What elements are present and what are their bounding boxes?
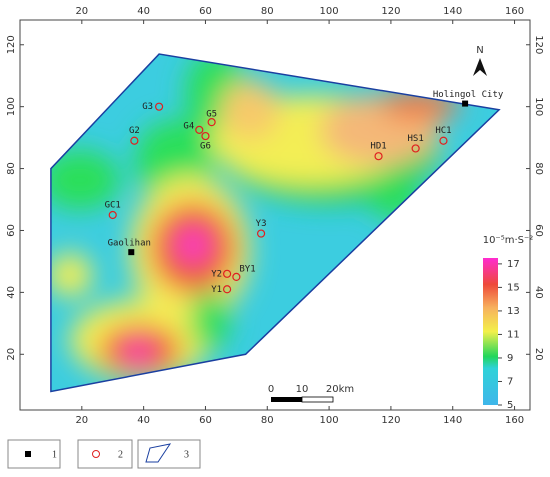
station <box>108 210 117 220</box>
y-tick-label: 120 <box>533 35 544 54</box>
scale-label: 10 <box>296 384 309 395</box>
x-tick-label: 120 <box>381 6 400 17</box>
town-label: Holingol City <box>433 90 504 100</box>
colorbar-label: 13 <box>507 306 520 317</box>
station-label: GC1 <box>105 201 121 211</box>
x-tick-label: 80 <box>261 6 274 17</box>
station <box>201 131 210 141</box>
colorbar-label: 5 <box>507 400 513 411</box>
y-tick-label: 80 <box>533 162 544 175</box>
north-arrow: N <box>473 45 487 76</box>
x-tick-label: 140 <box>443 415 462 426</box>
x-tick-label: 140 <box>443 6 462 17</box>
station-label: G5 <box>206 110 217 120</box>
station <box>222 285 232 294</box>
scale-bar: 0 10 20km <box>268 384 354 403</box>
station-label: Y3 <box>256 219 267 229</box>
station-label: BY1 <box>239 264 255 274</box>
scale-label: 20km <box>326 384 354 395</box>
y-tick-label: 40 <box>533 286 544 299</box>
x-tick-label: 100 <box>320 415 339 426</box>
study-boundary <box>50 53 501 393</box>
town <box>128 249 135 256</box>
colorbar-label: 9 <box>507 353 513 364</box>
x-tick-label: 80 <box>261 415 274 426</box>
legend-label: 2 <box>118 449 123 460</box>
colorbar-label: 15 <box>507 282 520 293</box>
scale-label: 0 <box>268 384 274 395</box>
north-label: N <box>476 45 483 56</box>
station-label: Y1 <box>211 285 222 295</box>
x-tick-label: 20 <box>75 6 88 17</box>
station-label: HS1 <box>408 134 424 144</box>
station-label: G2 <box>129 126 140 136</box>
y-tick-label: 20 <box>533 348 544 361</box>
y-tick-label: 120 <box>6 35 17 54</box>
station-label: HD1 <box>370 142 386 152</box>
station <box>207 118 216 127</box>
station <box>232 272 241 282</box>
y-tick-label: 20 <box>6 348 17 361</box>
colorbar-label: 7 <box>507 376 513 387</box>
x-tick-label: 100 <box>320 6 339 17</box>
legend: 1 2 3 <box>7 439 201 469</box>
station <box>222 269 232 278</box>
legend-town-icon <box>25 451 31 457</box>
town <box>462 100 469 107</box>
station <box>130 136 139 145</box>
legend-label: 1 <box>52 449 57 460</box>
colorbar <box>483 258 498 405</box>
legend-label: 3 <box>184 449 189 460</box>
station <box>195 125 204 134</box>
station-label: Y2 <box>211 269 222 279</box>
station-label: HC1 <box>435 126 451 136</box>
station <box>439 136 448 145</box>
x-tick-label: 60 <box>199 6 212 17</box>
station <box>374 152 383 161</box>
station-label: G3 <box>142 102 153 112</box>
x-tick-label: 160 <box>505 415 524 426</box>
legend-station-icon <box>92 450 100 458</box>
station <box>154 102 164 111</box>
station <box>256 229 266 238</box>
colorbar-unit: 10⁻⁵m·S⁻² <box>483 235 534 246</box>
x-tick-label: 40 <box>137 415 150 426</box>
y-tick-label: 100 <box>533 97 544 116</box>
x-tick-label: 20 <box>75 415 88 426</box>
y-tick-label: 60 <box>533 224 544 237</box>
station <box>411 144 420 153</box>
town-label: Gaolihan <box>108 239 151 249</box>
station-label: G6 <box>200 142 211 152</box>
y-tick-label: 40 <box>6 286 17 299</box>
legend-boundary-icon <box>145 443 172 463</box>
x-tick-label: 160 <box>505 6 524 17</box>
y-tick-label: 60 <box>6 224 17 237</box>
station-label: G4 <box>183 121 194 131</box>
legend-box <box>7 439 61 469</box>
y-tick-label: 100 <box>6 97 17 116</box>
legend-box <box>77 439 133 469</box>
x-tick-label: 120 <box>381 415 400 426</box>
colorbar-label: 11 <box>507 329 520 340</box>
x-tick-label: 40 <box>137 6 150 17</box>
y-tick-label: 80 <box>6 162 17 175</box>
x-tick-label: 60 <box>199 415 212 426</box>
colorbar-label: 17 <box>507 259 520 270</box>
anomaly-field <box>50 54 500 392</box>
